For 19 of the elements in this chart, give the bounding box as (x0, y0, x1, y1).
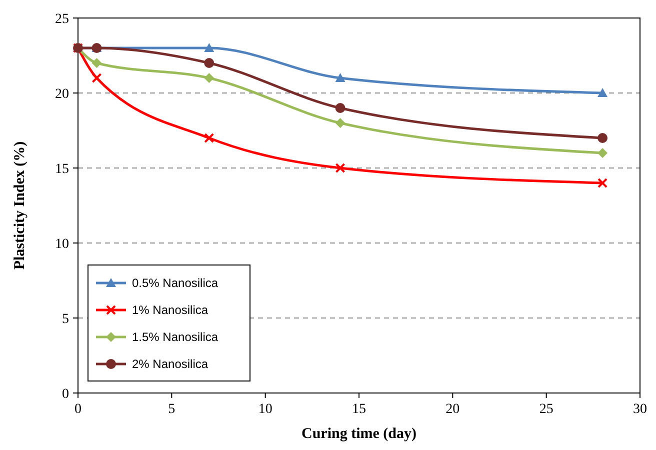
x-tick-label: 0 (74, 402, 82, 417)
x-tick-label: 25 (539, 402, 554, 417)
y-tick-label: 15 (55, 162, 69, 177)
y-tick-label: 10 (55, 237, 69, 252)
x-tick-label: 20 (446, 402, 460, 417)
y-tick-label: 20 (55, 87, 69, 102)
legend-label: 2% Nanosilica (132, 357, 208, 371)
legend-label: 1% Nanosilica (132, 303, 208, 317)
x-tick-label: 30 (633, 402, 647, 417)
x-tick-label: 10 (258, 402, 272, 417)
x-tick-label: 5 (168, 402, 176, 417)
x-tick-label: 15 (352, 402, 366, 417)
y-axis-title: Plasticity Index (%) (12, 141, 28, 270)
y-tick-label: 5 (62, 312, 69, 327)
x-axis-title: Curing time (day) (302, 426, 416, 442)
y-tick-label: 0 (62, 387, 69, 402)
legend-label: 1.5% Nanosilica (132, 330, 218, 344)
y-tick-label: 25 (55, 12, 69, 27)
legend-label: 0.5% Nanosilica (132, 276, 218, 290)
